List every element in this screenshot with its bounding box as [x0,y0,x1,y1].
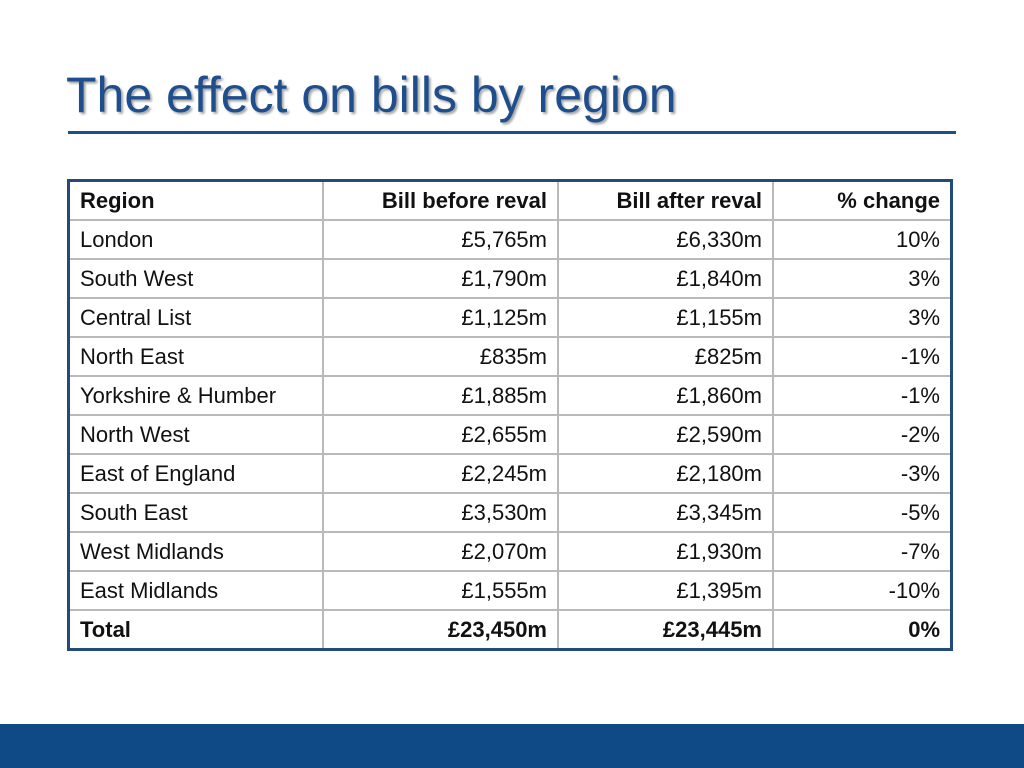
cell-bill-before: £2,070m [322,531,559,572]
bills-by-region-table: Region Bill before reval Bill after reva… [67,179,953,651]
table-header-row: Region Bill before reval Bill after reva… [67,179,953,221]
cell-region: East of England [67,453,324,494]
total-percent-change: 0% [772,609,953,651]
cell-bill-after: £3,345m [557,492,774,533]
table-row: Central List £1,125m £1,155m 3% [67,297,953,338]
table-row: South West £1,790m £1,840m 3% [67,258,953,299]
cell-region: London [67,219,324,260]
cell-percent-change: 10% [772,219,953,260]
cell-bill-after: £2,590m [557,414,774,455]
cell-percent-change: 3% [772,297,953,338]
cell-bill-before: £2,245m [322,453,559,494]
header-region: Region [67,179,324,221]
title-underline [68,131,956,134]
cell-percent-change: -7% [772,531,953,572]
cell-region: South West [67,258,324,299]
table-row: South East £3,530m £3,345m -5% [67,492,953,533]
header-bill-after: Bill after reval [557,179,774,221]
cell-percent-change: -1% [772,375,953,416]
cell-bill-before: £3,530m [322,492,559,533]
slide-title: The effect on bills by region [66,67,677,123]
header-percent-change: % change [772,179,953,221]
cell-bill-after: £1,155m [557,297,774,338]
total-label: Total [67,609,324,651]
cell-region: East Midlands [67,570,324,611]
cell-region: Central List [67,297,324,338]
cell-bill-after: £1,860m [557,375,774,416]
cell-percent-change: -10% [772,570,953,611]
cell-bill-after: £6,330m [557,219,774,260]
table-row: East Midlands £1,555m £1,395m -10% [67,570,953,611]
cell-region: South East [67,492,324,533]
cell-region: Yorkshire & Humber [67,375,324,416]
cell-region: North East [67,336,324,377]
cell-percent-change: -1% [772,336,953,377]
table-total-row: Total £23,450m £23,445m 0% [67,609,953,651]
cell-percent-change: -5% [772,492,953,533]
cell-bill-before: £1,790m [322,258,559,299]
table-row: Yorkshire & Humber £1,885m £1,860m -1% [67,375,953,416]
bills-table-container: Region Bill before reval Bill after reva… [67,179,953,651]
cell-bill-before: £1,885m [322,375,559,416]
header-bill-before: Bill before reval [322,179,559,221]
cell-percent-change: 3% [772,258,953,299]
cell-bill-after: £1,930m [557,531,774,572]
cell-bill-before: £2,655m [322,414,559,455]
cell-bill-after: £825m [557,336,774,377]
table-row: London £5,765m £6,330m 10% [67,219,953,260]
total-bill-before: £23,450m [322,609,559,651]
footer-bar [0,724,1024,768]
cell-bill-after: £1,840m [557,258,774,299]
table-row: East of England £2,245m £2,180m -3% [67,453,953,494]
cell-bill-before: £5,765m [322,219,559,260]
table-row: West Midlands £2,070m £1,930m -7% [67,531,953,572]
cell-bill-before: £1,125m [322,297,559,338]
cell-bill-after: £2,180m [557,453,774,494]
cell-region: West Midlands [67,531,324,572]
cell-percent-change: -3% [772,453,953,494]
cell-bill-after: £1,395m [557,570,774,611]
cell-bill-before: £1,555m [322,570,559,611]
cell-bill-before: £835m [322,336,559,377]
cell-percent-change: -2% [772,414,953,455]
table-row: North East £835m £825m -1% [67,336,953,377]
total-bill-after: £23,445m [557,609,774,651]
cell-region: North West [67,414,324,455]
table-row: North West £2,655m £2,590m -2% [67,414,953,455]
